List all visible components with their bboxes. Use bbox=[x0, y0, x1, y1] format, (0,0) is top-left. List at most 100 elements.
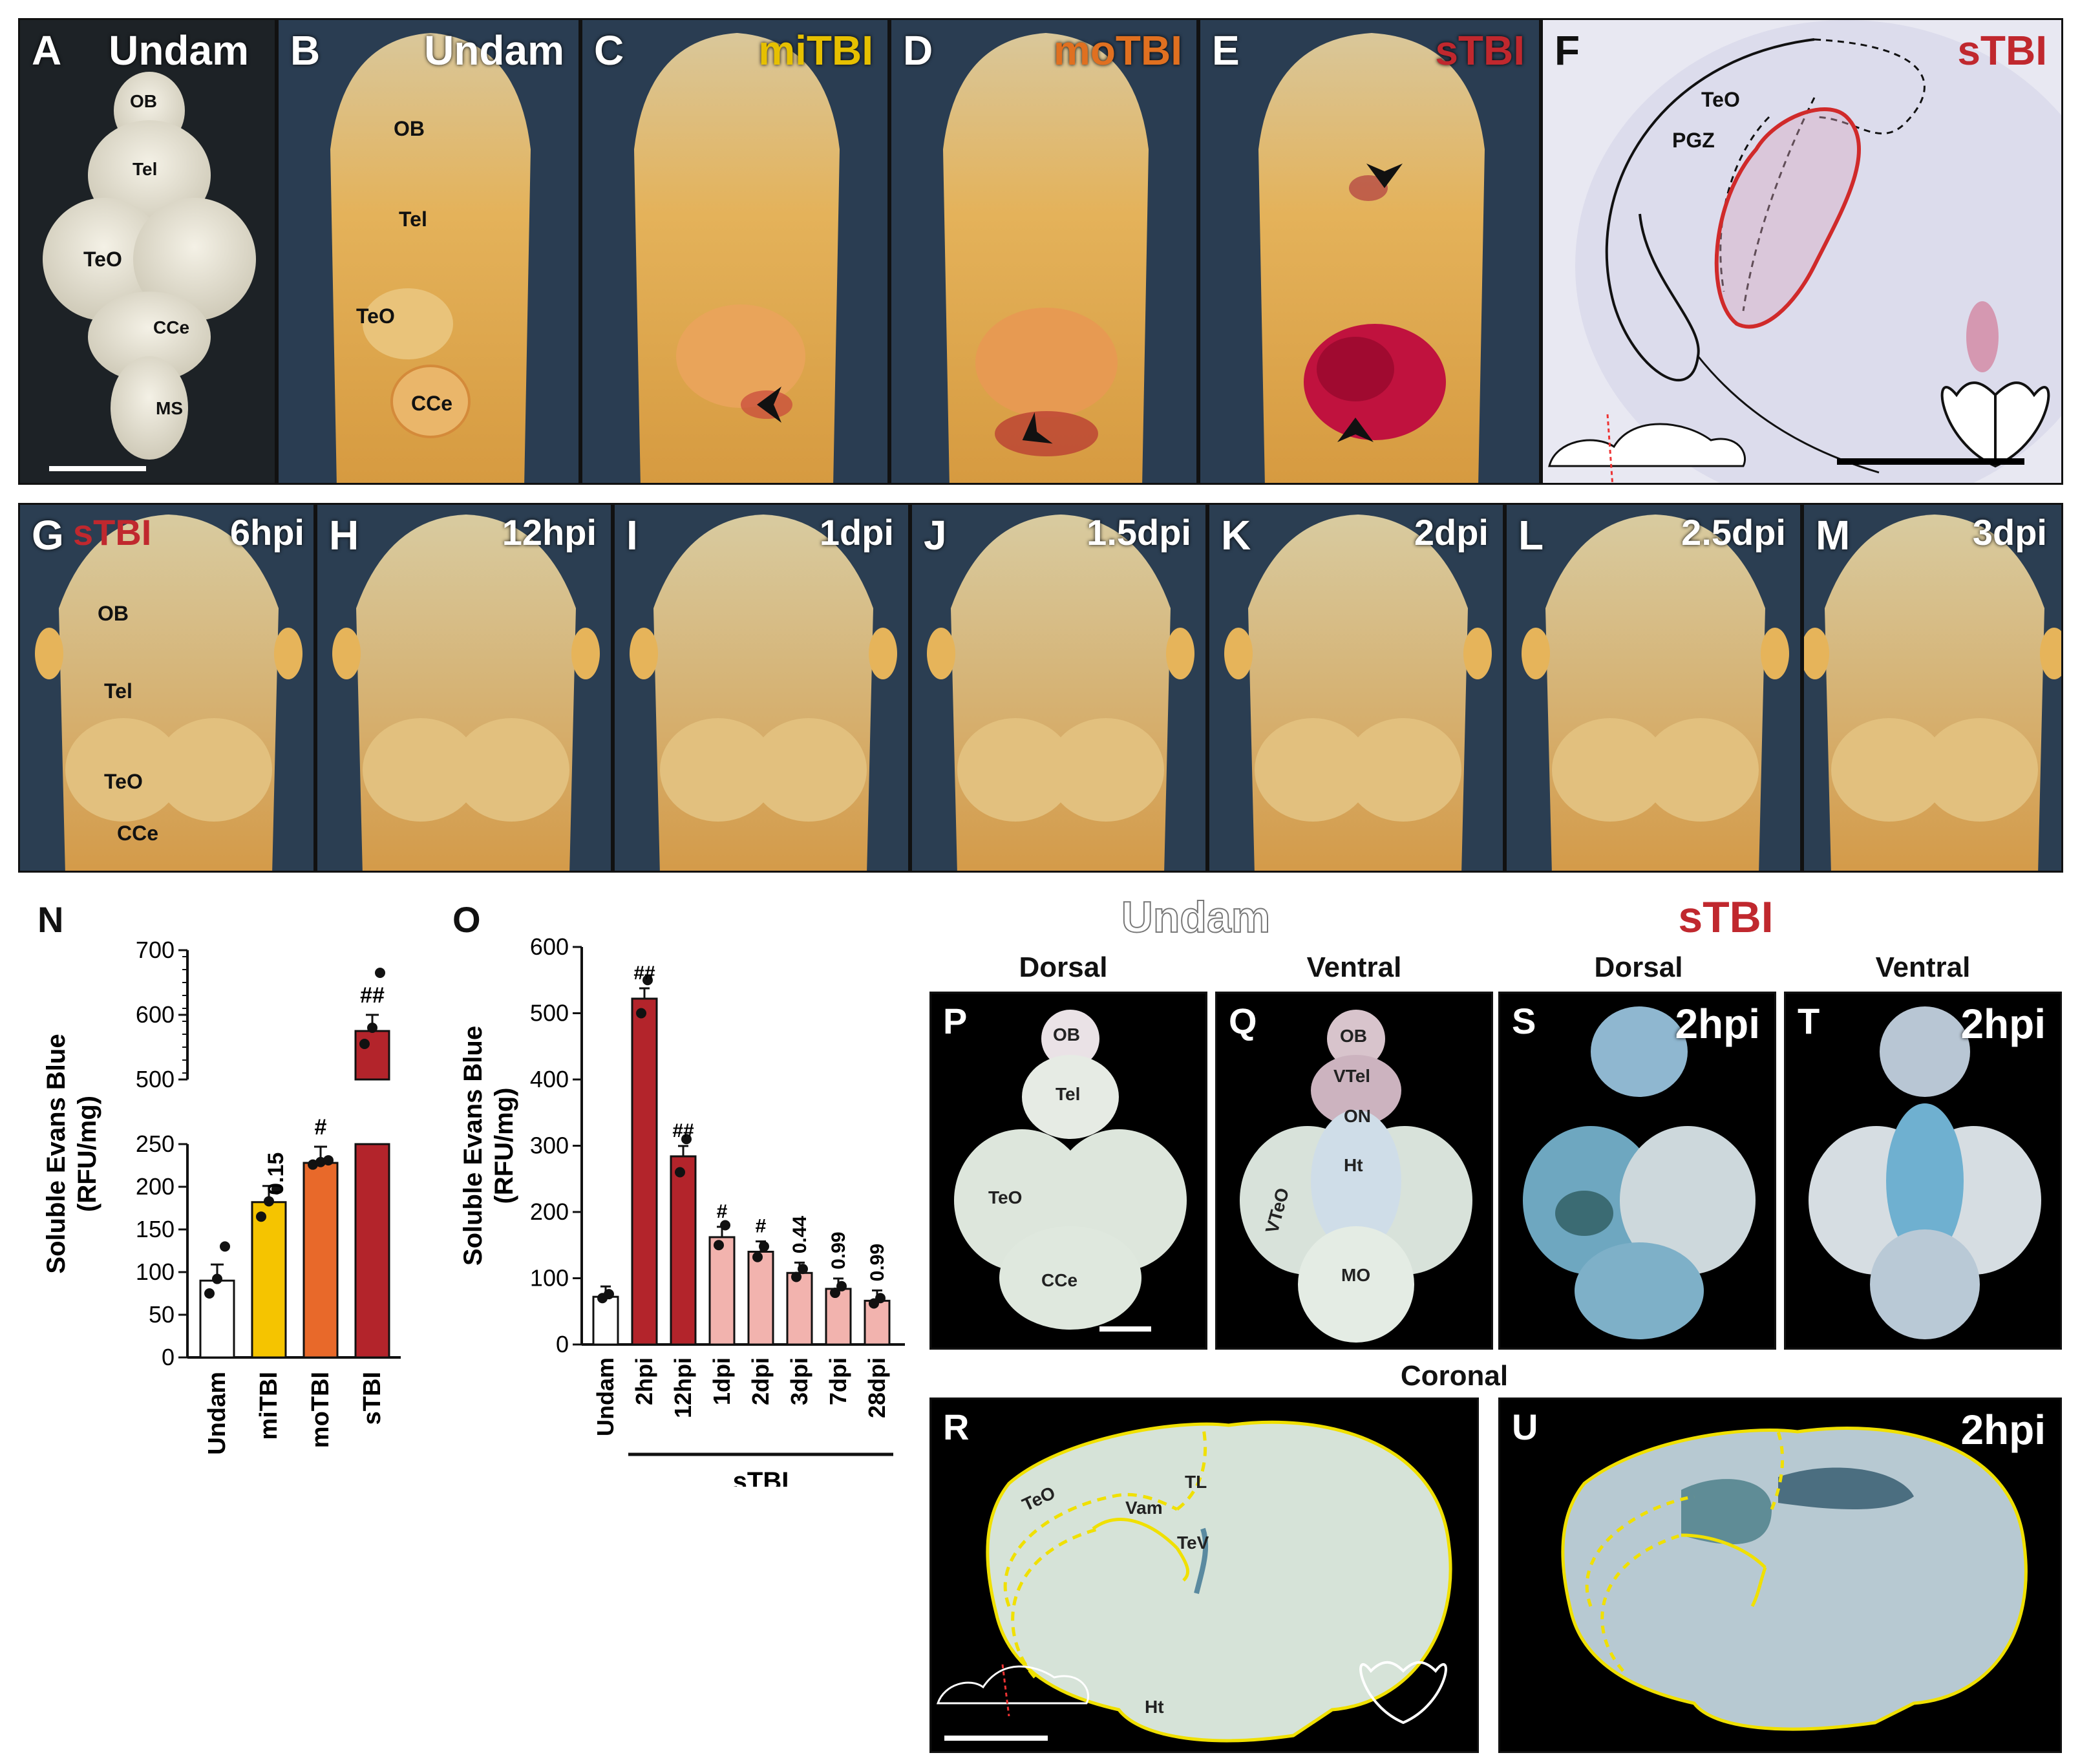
panel-title: 1dpi bbox=[819, 512, 894, 553]
panel-label: T bbox=[1798, 1001, 1820, 1041]
data-point bbox=[256, 1211, 266, 1222]
panel-a: A Undam OB Tel TeO CCe MS bbox=[18, 18, 277, 485]
timecourse-row: G 6hpi sTBI OB Tel TeO CCe H 12hpi I 1dpi J 1.5dpi K 2… bbox=[18, 503, 2063, 873]
data-point bbox=[375, 968, 385, 978]
head-image bbox=[1258, 33, 1485, 483]
tick-label: 0 bbox=[556, 1331, 569, 1357]
panel-label: I bbox=[626, 512, 638, 558]
anat-ob: OB bbox=[1340, 1026, 1367, 1046]
tick-label: 500 bbox=[530, 1000, 569, 1026]
bar bbox=[354, 1030, 390, 1081]
timecourse-panel-k: K 2dpi bbox=[1207, 503, 1505, 873]
category-label: sTBI bbox=[359, 1372, 386, 1425]
data-point bbox=[714, 1240, 724, 1251]
data-point bbox=[308, 1159, 318, 1170]
panel-title: sTBI bbox=[1957, 27, 2047, 74]
category-label: 7dpi bbox=[825, 1357, 851, 1405]
anat-cce: CCe bbox=[1041, 1270, 1078, 1290]
coronal-section-image bbox=[1548, 20, 2061, 483]
anat-vtel: VTel bbox=[1333, 1066, 1371, 1086]
brain-dorsal-image bbox=[954, 1010, 1187, 1332]
bar bbox=[786, 1271, 813, 1346]
bar bbox=[825, 1288, 852, 1346]
arrowhead-icon bbox=[757, 387, 781, 423]
panel-title: 1.5dpi bbox=[1087, 512, 1191, 553]
anat-ht: Ht bbox=[1344, 1155, 1363, 1175]
arrowhead-icon bbox=[1022, 412, 1053, 444]
bar bbox=[251, 1201, 287, 1359]
bar bbox=[747, 1251, 774, 1346]
tick-label: 200 bbox=[136, 1173, 175, 1200]
tick-label: 700 bbox=[136, 937, 175, 963]
panel-title: moTBI bbox=[1053, 27, 1182, 74]
mini-sagittal-icon bbox=[1548, 423, 1746, 467]
panel-title: sTBI bbox=[1435, 27, 1525, 74]
data-point bbox=[636, 1008, 646, 1019]
brain-ventral-image bbox=[1240, 1010, 1472, 1343]
annotation: 0.99 bbox=[867, 1244, 888, 1281]
panel-p: P OB Tel TeO CCe bbox=[929, 992, 1207, 1350]
panel-title: 2hpi bbox=[1960, 1407, 2046, 1453]
data-point bbox=[752, 1251, 763, 1262]
panel-c: C miTBI bbox=[580, 18, 889, 485]
y-axis-label: Soluble Evans Blue (RFU/mg) bbox=[42, 1034, 101, 1273]
tick-label: 0 bbox=[162, 1344, 175, 1370]
anat-vam: Vam bbox=[1125, 1498, 1163, 1518]
panel-title: 2dpi bbox=[1414, 512, 1489, 553]
tick-label: 500 bbox=[136, 1066, 175, 1092]
anat-cce: CCe bbox=[153, 317, 190, 337]
annotation: # bbox=[756, 1216, 767, 1237]
annotation: ## bbox=[360, 983, 385, 1008]
head-image bbox=[927, 515, 1194, 871]
category-label: moTBI bbox=[307, 1372, 334, 1448]
arrowhead-icon bbox=[1337, 418, 1374, 442]
chart-n: 0 50 100 150 200 250 500 600 700 Soluble Evans Bl… bbox=[42, 937, 401, 1455]
category-label: 1dpi bbox=[708, 1357, 735, 1405]
y-axis-label: Soluble Evans Blue (RFU/mg) bbox=[459, 1026, 518, 1266]
tick-label: 50 bbox=[149, 1301, 175, 1328]
bar bbox=[592, 1295, 619, 1346]
panel-label: G bbox=[32, 512, 64, 558]
brain-dorsal-stbi-image bbox=[1523, 1006, 1756, 1339]
panel-u: U 2hpi bbox=[1498, 1397, 2062, 1753]
timecourse-panel-l: L 2.5dpi bbox=[1505, 503, 1802, 873]
category-label: Undam bbox=[592, 1357, 619, 1436]
data-point bbox=[264, 1196, 274, 1207]
annotation: ## bbox=[633, 962, 655, 984]
category-label: 2dpi bbox=[747, 1357, 774, 1405]
mini-sagittal-icon bbox=[936, 1665, 1089, 1705]
category-label: 2hpi bbox=[631, 1357, 657, 1405]
panel-label: D bbox=[903, 27, 933, 74]
panel-label: H bbox=[329, 512, 359, 558]
data-point bbox=[367, 1023, 377, 1033]
category-label: 3dpi bbox=[786, 1357, 812, 1405]
tick-label: 600 bbox=[136, 1001, 175, 1028]
heading-ventral-stbi: Ventral bbox=[1875, 951, 1971, 983]
data-point bbox=[875, 1293, 886, 1304]
panel-label: A bbox=[32, 27, 62, 74]
annotation: # bbox=[717, 1201, 728, 1222]
panel-label: C bbox=[594, 27, 624, 74]
annotation: 0.15 bbox=[264, 1153, 288, 1195]
panel-title: 2hpi bbox=[1960, 1001, 2046, 1047]
category-label: Undam bbox=[204, 1372, 231, 1455]
data-point bbox=[271, 1184, 282, 1195]
panel-title: miTBI bbox=[758, 27, 873, 74]
heading-dorsal-undam: Dorsal bbox=[1019, 951, 1108, 983]
head-image bbox=[35, 515, 302, 871]
head-image bbox=[630, 515, 897, 871]
data-point bbox=[220, 1241, 230, 1252]
panel-title: Undam bbox=[424, 27, 564, 74]
panel-e: E sTBI bbox=[1198, 18, 1541, 485]
panel-title: 12hpi bbox=[502, 512, 597, 553]
panel-label-n: N bbox=[37, 899, 64, 940]
panel-t: T 2hpi bbox=[1784, 992, 2062, 1350]
panel-title: 2.5dpi bbox=[1681, 512, 1786, 553]
panel-label: P bbox=[943, 1001, 968, 1041]
panel-b: B Undam OB Tel TeO CCe bbox=[277, 18, 580, 485]
panel-label: F bbox=[1555, 27, 1580, 74]
group-label: sTBI bbox=[733, 1467, 789, 1487]
panel-label: R bbox=[943, 1407, 970, 1447]
panel-label: L bbox=[1518, 512, 1544, 558]
anat-teo: TeO bbox=[104, 770, 143, 793]
